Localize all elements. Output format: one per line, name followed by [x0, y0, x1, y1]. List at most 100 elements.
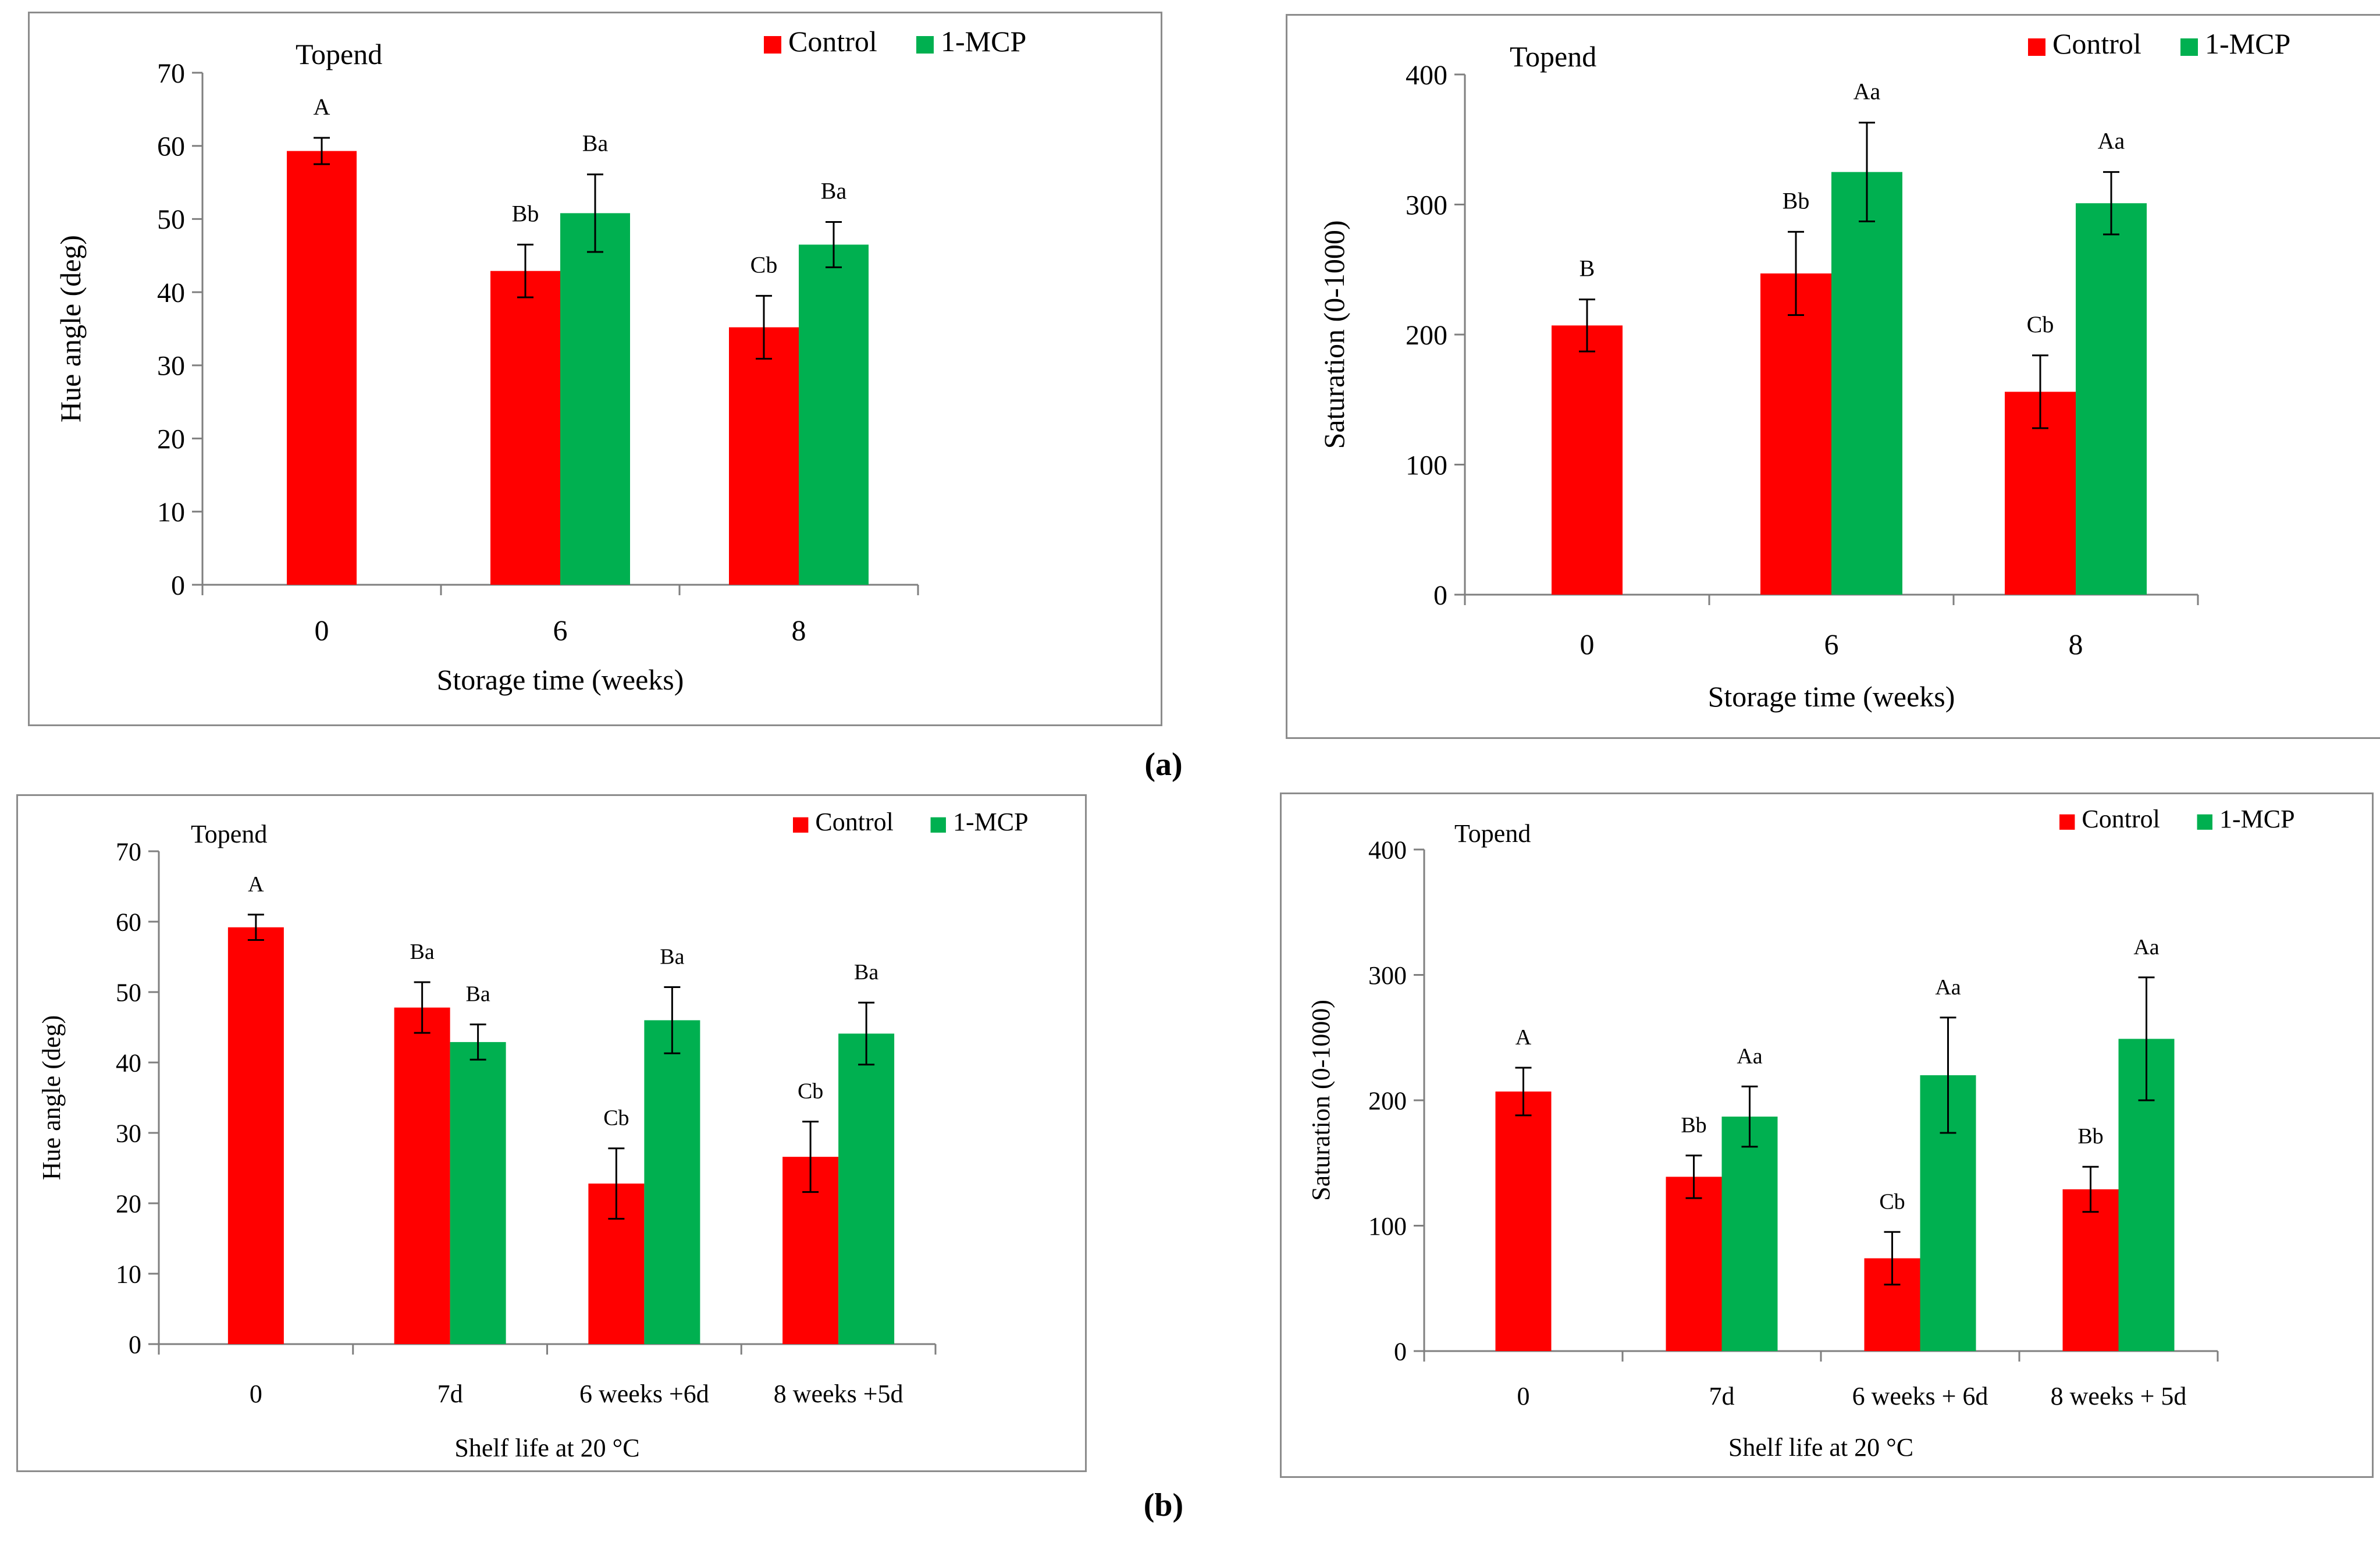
y-tick-label: 200 — [1406, 320, 1447, 351]
legend-label-control: Control — [788, 25, 877, 58]
significance-letter-control: A — [314, 94, 330, 120]
legend-swatch-mcp — [916, 36, 934, 54]
chart-a-hue: 0 10 20 30 40 50 60 70 0 A 6 Bb Ba 8 Cb Ba Topend Control… — [28, 12, 1162, 726]
x-tick-label: 6 — [553, 614, 568, 646]
significance-letter-mcp: Aa — [2133, 935, 2159, 959]
bar-control — [729, 327, 799, 585]
bar-control — [394, 1007, 450, 1344]
chart-b-hue: 0 10 20 30 40 50 60 70 0 A 7d Ba Ba 6 weeks +6d Cb Ba 8 … — [16, 794, 1087, 1472]
x-axis-label: Storage time (weeks) — [437, 663, 684, 696]
chart-svg: 0 10 20 30 40 50 60 70 0 A 7d Ba Ba 6 weeks +6d Cb Ba 8 … — [16, 794, 1087, 1472]
y-tick-label: 100 — [1368, 1212, 1407, 1241]
significance-letter-control: Bb — [1783, 187, 1810, 214]
legend-label-mcp: 1-MCP — [2219, 805, 2295, 833]
significance-letter-control: A — [248, 872, 264, 897]
y-tick-label: 20 — [116, 1189, 141, 1218]
bar-mcp — [1831, 172, 1902, 595]
chart-title: Topend — [191, 820, 267, 848]
significance-letter-mcp: Ba — [466, 982, 490, 1007]
chart-b-saturation: 0 100 200 300 400 0 A 7d Bb Aa 6 weeks + 6d Cb Aa 8 w… — [1280, 792, 2374, 1478]
significance-letter-mcp: Aa — [1737, 1044, 1762, 1068]
significance-letter-mcp: Aa — [1854, 79, 1881, 105]
legend-swatch-mcp — [2197, 814, 2212, 830]
y-tick-label: 40 — [116, 1049, 141, 1077]
y-tick-label: 60 — [157, 132, 185, 162]
y-tick-label: 30 — [116, 1119, 141, 1147]
bar-mcp — [838, 1033, 895, 1344]
chart-title: Topend — [1454, 819, 1531, 848]
significance-letter-mcp: Aa — [1935, 975, 1961, 1000]
bar-control — [287, 151, 357, 585]
y-tick-label: 10 — [116, 1260, 141, 1288]
bar-mcp — [2076, 203, 2147, 595]
significance-letter-mcp: Ba — [854, 960, 878, 985]
bar-control — [1760, 273, 1831, 595]
significance-letter-mcp: Aa — [2098, 128, 2125, 154]
y-tick-label: 50 — [157, 204, 185, 235]
significance-letter-control: Cb — [603, 1106, 629, 1131]
x-tick-label: 7d — [437, 1380, 463, 1408]
y-tick-label: 0 — [1433, 580, 1447, 611]
legend-label-control: Control — [2052, 27, 2141, 60]
y-tick-label: 300 — [1368, 961, 1407, 990]
legend-swatch-control — [793, 817, 809, 833]
legend-label-control: Control — [815, 808, 893, 836]
significance-letter-control: Bb — [1681, 1113, 1706, 1138]
y-tick-label: 30 — [157, 351, 185, 382]
x-tick-label: 8 weeks + 5d — [2051, 1382, 2187, 1410]
chart-title: Topend — [1510, 40, 1596, 73]
significance-letter-mcp: Ba — [582, 130, 609, 157]
significance-letter-mcp: Ba — [821, 177, 847, 204]
y-tick-label: 20 — [157, 424, 185, 454]
legend-swatch-control — [2059, 814, 2075, 830]
x-tick-label: 6 — [1824, 628, 1839, 660]
y-tick-label: 50 — [116, 978, 141, 1007]
figure-label-b: (b) — [1143, 1487, 1184, 1523]
x-tick-label: 6 weeks +6d — [579, 1380, 709, 1408]
y-axis-label: Hue angle (deg) — [37, 1015, 66, 1180]
significance-letter-control: Cb — [2027, 311, 2054, 337]
significance-letter-control: Bb — [512, 200, 539, 226]
figure-label-a: (a) — [1144, 747, 1183, 783]
bar-control — [1552, 325, 1623, 595]
y-axis-label: Saturation (0-1000) — [1307, 1000, 1335, 1201]
y-tick-label: 70 — [157, 58, 185, 89]
y-axis-label: Hue angle (deg) — [54, 235, 87, 422]
bar-control — [2062, 1189, 2119, 1351]
legend-label-control: Control — [2082, 805, 2160, 833]
significance-letter-control: B — [1579, 255, 1595, 282]
y-tick-label: 60 — [116, 908, 141, 936]
bar-control — [490, 271, 560, 585]
significance-letter-control: Cb — [1879, 1189, 1905, 1214]
chart-title: Topend — [296, 38, 382, 70]
x-tick-label: 7d — [1709, 1382, 1735, 1410]
x-tick-label: 0 — [315, 614, 329, 646]
legend-swatch-control — [764, 36, 781, 54]
x-tick-label: 0 — [250, 1380, 262, 1408]
bar-mcp — [644, 1020, 700, 1344]
y-tick-label: 100 — [1406, 450, 1447, 481]
x-tick-label: 8 — [2069, 628, 2083, 660]
y-tick-label: 40 — [157, 278, 185, 308]
y-tick-label: 300 — [1406, 190, 1447, 221]
y-tick-label: 0 — [1394, 1337, 1407, 1366]
y-tick-label: 10 — [157, 497, 185, 528]
bar-mcp — [799, 244, 869, 585]
y-tick-label: 0 — [171, 570, 185, 601]
y-tick-label: 200 — [1368, 1086, 1407, 1115]
significance-letter-control: Cb — [798, 1079, 823, 1104]
bar-control — [1666, 1177, 1722, 1351]
bar-mcp — [560, 213, 630, 585]
significance-letter-mcp: Ba — [660, 945, 684, 969]
chart-frame — [1280, 792, 2374, 1478]
y-tick-label: 400 — [1368, 836, 1407, 864]
x-tick-label: 8 — [792, 614, 806, 646]
x-axis-label: Shelf life at 20 °C — [454, 1434, 639, 1462]
chart-frame — [16, 794, 1087, 1472]
chart-a-saturation: 0 100 200 300 400 0 B 6 Bb Aa 8 Cb Aa Topend Control 1-… — [1286, 14, 2380, 739]
significance-letter-control: Ba — [410, 940, 435, 964]
x-tick-label: 0 — [1517, 1382, 1530, 1410]
x-tick-label: 6 weeks + 6d — [1852, 1382, 1988, 1410]
y-tick-label: 400 — [1406, 60, 1447, 91]
bar-mcp — [1721, 1117, 1778, 1351]
